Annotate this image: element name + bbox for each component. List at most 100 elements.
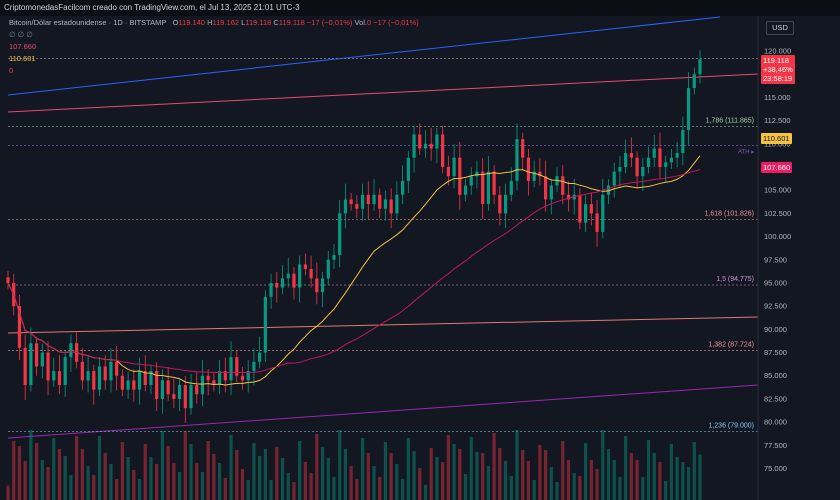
indicator3-legend-value: 0 (9, 66, 14, 75)
candle (309, 269, 313, 279)
candle (286, 273, 290, 279)
slow-ma-price-tag: 107.660 (761, 162, 793, 173)
volume-bar (160, 431, 165, 500)
high-value: 119.162 (212, 18, 240, 27)
candle (566, 194, 571, 200)
indicator-placeholders: ∅ ∅ ∅ (9, 30, 33, 39)
volume-bar (29, 430, 33, 500)
candle (441, 134, 445, 167)
candle (435, 134, 439, 149)
candle (229, 357, 233, 381)
volume-bar (360, 438, 365, 500)
volume-label: Vol. (354, 18, 367, 27)
candle (326, 259, 330, 279)
candle (412, 134, 416, 158)
volume-bar (664, 481, 668, 500)
candle (503, 194, 508, 214)
volume-bar (383, 442, 388, 500)
candle (183, 385, 187, 409)
volume-bar (92, 475, 96, 500)
candle (206, 375, 210, 381)
last-price-value: 119.118 (763, 56, 789, 65)
volume-bar (338, 430, 342, 500)
volume-bar (280, 458, 285, 500)
candle (52, 371, 56, 381)
volume-bar (543, 450, 548, 500)
candle (252, 361, 256, 372)
volume-bar (423, 485, 428, 500)
volume-bar (46, 467, 50, 500)
level-label-1: ATH ▸ (738, 150, 754, 156)
candle (378, 194, 382, 209)
volume-bar (235, 450, 239, 500)
volume-bar (75, 436, 79, 500)
volume-bar (155, 464, 159, 500)
symbol-label[interactable]: Bitcoin/Dólar estadounidense · 1D · BITS… (9, 18, 167, 27)
candle (332, 255, 336, 260)
candle (669, 157, 674, 163)
currency-selector[interactable]: USD (766, 21, 794, 35)
candle (258, 352, 262, 362)
volume-bar (412, 451, 416, 500)
volume-value: 0 (367, 18, 372, 27)
volume-bar (263, 449, 267, 500)
lower-channel-line (7, 384, 759, 439)
candle (658, 148, 662, 167)
volume-bar (343, 449, 348, 500)
fib-label-4: 1,236 (79.000) (708, 422, 754, 429)
volume-bar (698, 454, 702, 500)
candle (115, 361, 119, 376)
upper-channel-line (7, 16, 721, 96)
candle (635, 157, 639, 177)
candle (526, 157, 531, 181)
candle (584, 204, 588, 223)
candle (86, 371, 90, 381)
volume-bar (601, 430, 605, 500)
volume-bar (80, 449, 84, 500)
candle (515, 139, 519, 181)
y-tick-label: 102.500 (764, 209, 791, 218)
volume-bar (332, 477, 336, 500)
candle (315, 278, 319, 293)
candle (63, 357, 67, 385)
volume-bar (223, 478, 227, 500)
y-tick-label: 105.000 (764, 186, 791, 195)
volume-bar (298, 441, 302, 500)
volume-bar (669, 444, 674, 500)
candle (458, 157, 462, 195)
volume-bar (595, 469, 599, 500)
candle (40, 352, 44, 367)
y-tick-label: 115.000 (764, 93, 791, 102)
volume-bar (103, 453, 107, 500)
fib-label-1: 1,618 (101.826) (705, 211, 754, 218)
candle (389, 199, 393, 214)
fast-ma-price-tag: 110.601 (761, 133, 792, 144)
volume-bar (34, 443, 39, 500)
y-tick-label: 75.000 (764, 464, 787, 473)
volume-bar (86, 466, 90, 500)
volume-bar (286, 473, 290, 500)
volume-bar (137, 479, 142, 500)
candle (298, 264, 302, 288)
candle (223, 371, 227, 381)
candle (92, 371, 96, 390)
volume-bar (366, 453, 370, 500)
candle (34, 343, 39, 367)
candle (189, 385, 193, 409)
candle (652, 148, 656, 158)
slow-ma-line (7, 169, 701, 374)
candle (618, 166, 622, 172)
bar-countdown: 23:58:19 (763, 74, 793, 83)
candle (561, 176, 565, 195)
volume-bar (641, 477, 645, 500)
open-value: 119.140 (178, 18, 205, 27)
candle (543, 176, 548, 200)
candle (452, 157, 456, 177)
volume-bar (515, 430, 519, 500)
candle (143, 371, 147, 385)
volume-bar (132, 470, 136, 500)
volume-bar (63, 456, 67, 500)
candle (177, 385, 182, 399)
